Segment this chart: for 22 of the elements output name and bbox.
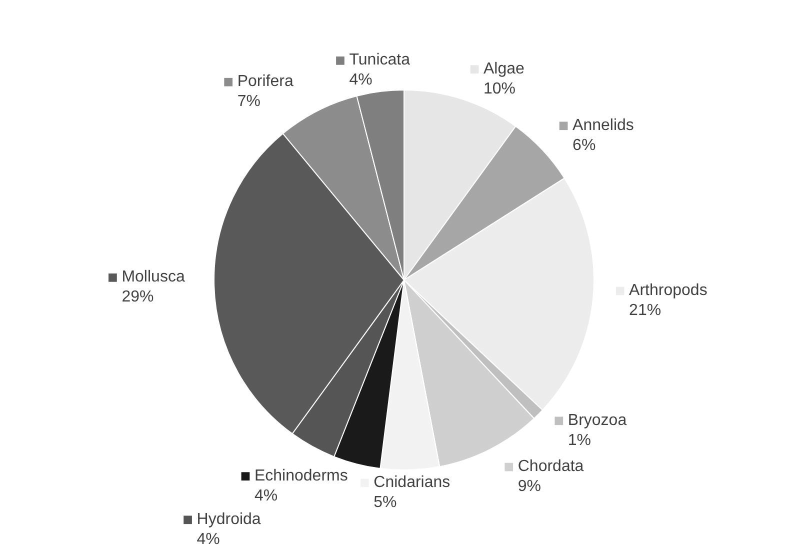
legend-label: Porifera <box>237 73 294 90</box>
data-label: 29% <box>122 288 154 306</box>
data-label: 21% <box>629 302 662 319</box>
data-label: 5% <box>374 494 397 511</box>
legend-label: Algae <box>484 60 525 78</box>
legend-label: Annelids <box>572 116 634 134</box>
data-label: 4% <box>349 72 372 89</box>
legend-label: Echinoderms <box>254 467 348 484</box>
legend-label: Arthropods <box>629 282 708 299</box>
data-label: 10% <box>484 80 516 98</box>
data-label: 7% <box>237 93 260 110</box>
data-label: 6% <box>572 136 596 154</box>
legend-label: Cnidarians <box>374 474 450 491</box>
legend-label: Mollusca <box>122 268 185 286</box>
legend-label: Hydroida <box>196 510 261 528</box>
data-label: 4% <box>254 487 278 504</box>
legend-label: Chordata <box>518 458 584 476</box>
legend-label: Tunicata <box>349 52 410 69</box>
data-label: 4% <box>196 530 220 548</box>
legend-label: Bryozoa <box>568 412 627 429</box>
data-label: 9% <box>518 478 542 496</box>
data-label: 1% <box>568 432 592 449</box>
